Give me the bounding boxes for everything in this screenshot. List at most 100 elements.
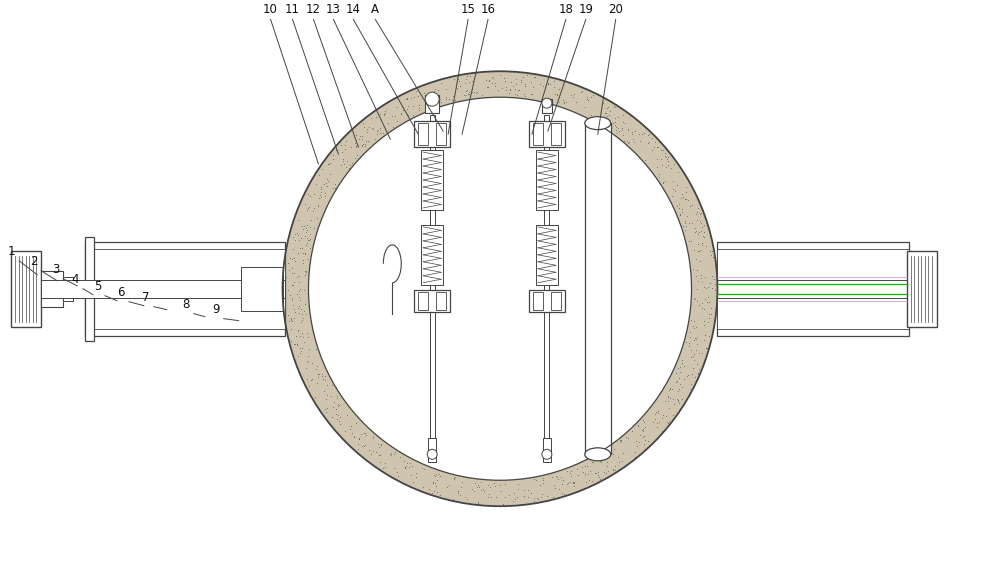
Point (669, 202, 685, 211)
Point (291, 236, 307, 245)
Point (405, 110, 421, 120)
Point (297, 232, 313, 241)
Point (303, 216, 319, 225)
Point (405, 477, 421, 487)
Point (468, 89, 484, 98)
Point (707, 285, 723, 294)
Point (284, 254, 300, 264)
Point (584, 476, 600, 486)
Point (384, 112, 400, 121)
Point (395, 106, 411, 115)
Point (700, 282, 716, 291)
Point (681, 236, 697, 246)
Point (675, 221, 691, 230)
Point (283, 314, 299, 323)
Point (704, 271, 720, 280)
Point (487, 481, 503, 490)
Point (683, 316, 699, 325)
Bar (241, 267, 283, 310)
Point (637, 436, 653, 445)
Point (383, 450, 399, 460)
Point (470, 480, 486, 490)
Point (686, 293, 702, 302)
Point (694, 299, 710, 308)
Text: 12: 12 (306, 3, 321, 16)
Point (689, 297, 705, 306)
Point (282, 291, 298, 300)
Point (313, 187, 329, 197)
Point (466, 486, 482, 495)
Point (597, 118, 613, 128)
Point (467, 478, 483, 487)
Point (497, 76, 513, 86)
Point (647, 137, 663, 146)
Point (612, 436, 628, 445)
Point (607, 120, 623, 129)
Point (523, 488, 539, 498)
Point (665, 394, 681, 403)
Point (481, 76, 497, 85)
Point (338, 136, 354, 146)
Bar (421, 150, 443, 210)
Point (540, 79, 556, 88)
Point (523, 77, 539, 86)
Point (284, 264, 300, 273)
Bar (717, 242, 909, 336)
Point (324, 412, 340, 421)
Point (527, 72, 543, 81)
Point (599, 461, 615, 470)
Point (312, 191, 328, 200)
Point (689, 360, 705, 369)
Point (685, 363, 701, 372)
Point (298, 240, 314, 250)
Point (376, 110, 392, 119)
Point (309, 379, 325, 388)
Point (284, 281, 300, 290)
Point (693, 271, 709, 280)
Point (703, 309, 719, 318)
Point (601, 110, 617, 120)
Point (305, 206, 321, 216)
Point (371, 442, 387, 451)
Point (599, 103, 615, 113)
Point (508, 75, 524, 84)
Point (459, 494, 475, 503)
Point (487, 78, 503, 87)
Point (358, 136, 374, 146)
Point (365, 431, 381, 440)
Text: 2: 2 (30, 255, 37, 268)
Point (319, 403, 335, 413)
Point (661, 386, 677, 395)
Point (317, 405, 333, 414)
Point (606, 444, 622, 454)
Point (670, 396, 686, 405)
Point (376, 110, 392, 120)
Point (664, 384, 680, 393)
Point (339, 410, 355, 420)
Point (693, 209, 709, 218)
Point (551, 84, 567, 94)
Point (447, 96, 463, 105)
Text: 8: 8 (182, 298, 190, 310)
Point (605, 466, 621, 475)
Point (689, 266, 705, 275)
Circle shape (425, 92, 439, 106)
Point (285, 301, 301, 310)
Point (377, 458, 393, 468)
Point (686, 245, 702, 254)
Point (380, 119, 396, 128)
Point (573, 88, 589, 97)
Point (291, 277, 307, 287)
Point (636, 440, 652, 449)
Bar (85, 242, 285, 336)
Point (690, 203, 706, 212)
Point (294, 243, 310, 252)
Point (579, 461, 595, 470)
Point (302, 222, 318, 231)
Point (446, 474, 462, 483)
Point (687, 333, 703, 342)
Point (365, 446, 381, 455)
Point (684, 200, 700, 209)
Point (540, 78, 556, 87)
Point (290, 216, 306, 225)
